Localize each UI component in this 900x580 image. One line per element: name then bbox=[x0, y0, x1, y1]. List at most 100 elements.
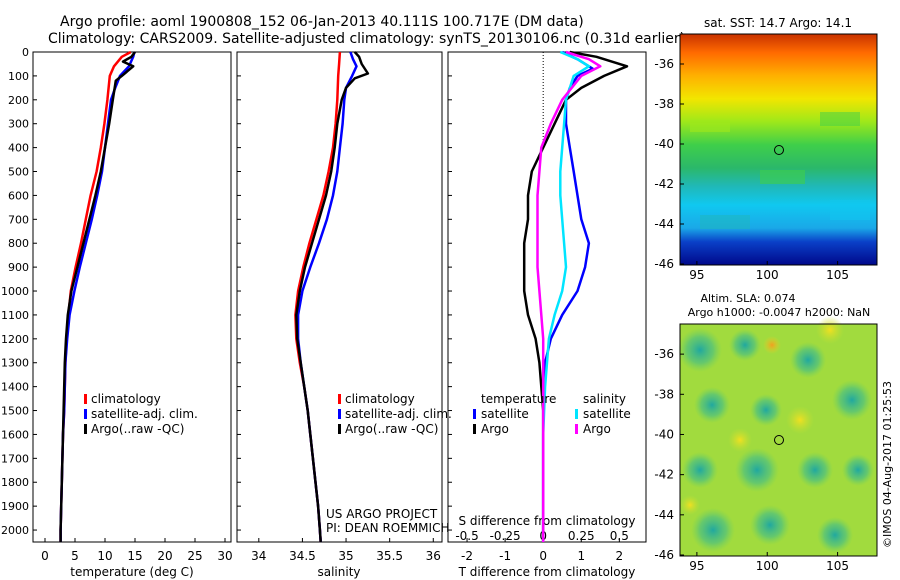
s-diff-tick-label: 0.5 bbox=[610, 529, 629, 543]
x-tick-label: 1 bbox=[577, 549, 585, 563]
depth-tick-label: 100 bbox=[8, 70, 29, 83]
map-x-tick-label: 105 bbox=[826, 559, 849, 573]
depth-tick-label: 0 bbox=[22, 46, 29, 59]
x-tick-label: 25 bbox=[187, 549, 202, 563]
sla-blob bbox=[786, 406, 814, 434]
series-line-temperature-argo bbox=[522, 50, 629, 542]
depth-tick-label: 1900 bbox=[1, 500, 29, 513]
imos-stamp: ©IMOS 04-Aug-2017 01:25:53 bbox=[881, 381, 894, 548]
sla-map-title-line2: Argo h1000: -0.0047 h2000: NaN bbox=[688, 306, 871, 319]
legend-label-sal-satellite: satellite bbox=[583, 407, 631, 421]
s-difference-top-axis: -0.5 -0.25 0 0.25 0.5 bbox=[455, 529, 629, 543]
sla-blob bbox=[728, 428, 752, 452]
map-y-tick-label: -42 bbox=[654, 468, 674, 482]
sla-blob bbox=[680, 495, 700, 515]
legend-label-satellite: satellite-adj. clim. bbox=[91, 407, 198, 421]
depth-tick-label: 900 bbox=[8, 261, 29, 274]
x-tick-label: 35.5 bbox=[376, 549, 403, 563]
sst-patch bbox=[690, 120, 730, 132]
sla-blob bbox=[750, 505, 790, 545]
legend-label-temp-argo: Argo bbox=[481, 422, 509, 436]
x-tick-label: -2 bbox=[461, 549, 473, 563]
map-x-tick-label: 100 bbox=[756, 559, 779, 573]
x-tick-label: 5 bbox=[71, 549, 79, 563]
sst-patch bbox=[830, 200, 870, 220]
x-tick-label: 34 bbox=[251, 549, 266, 563]
depth-tick-label: 1000 bbox=[1, 285, 29, 298]
x-tick-label: -1 bbox=[499, 549, 511, 563]
sst-map-field bbox=[680, 34, 877, 265]
map-y-tick-label: -38 bbox=[654, 387, 674, 401]
salinity-x-axis: 34 34.5 35 35.5 36 bbox=[251, 538, 441, 563]
difference-legend: temperature satellite Argo salinity sate… bbox=[473, 392, 631, 436]
t-difference-x-label: T difference from climatology bbox=[458, 565, 636, 579]
legend-label-climatology: climatology bbox=[345, 392, 415, 406]
salinity-panel-frame bbox=[236, 51, 443, 543]
sst-patch bbox=[700, 215, 750, 229]
map-y-tick-label: -38 bbox=[654, 97, 674, 111]
depth-tick-label: 2000 bbox=[1, 524, 29, 537]
depth-tick-label: 1600 bbox=[1, 428, 29, 441]
legend-swatch-temp-satellite bbox=[473, 409, 476, 419]
sla-map bbox=[678, 316, 878, 557]
x-tick-label: 0 bbox=[539, 549, 547, 563]
depth-tick-label: 1500 bbox=[1, 405, 29, 418]
sla-blob bbox=[790, 342, 826, 378]
map-x-tick-label: 100 bbox=[756, 268, 779, 282]
depth-tick-label: 500 bbox=[8, 166, 29, 179]
sla-map-title-line1: Altim. SLA: 0.074 bbox=[700, 292, 795, 305]
map-y-tick-label: -46 bbox=[654, 257, 674, 271]
series-line-satellite-adj-clim bbox=[296, 51, 358, 543]
sla-blob bbox=[797, 452, 833, 488]
map-y-tick-label: -36 bbox=[654, 347, 674, 361]
map-y-tick-label: -44 bbox=[654, 508, 674, 522]
sst-map-title: sat. SST: 14.7 Argo: 14.1 bbox=[704, 16, 852, 30]
salinity-series bbox=[294, 51, 370, 543]
depth-tick-label: 1100 bbox=[1, 309, 29, 322]
sla-blob bbox=[691, 508, 735, 552]
legend-swatch-climatology bbox=[338, 394, 341, 404]
sst-map-axes: 95 100 105 -36 -38 -40 -42 -44 -46 bbox=[654, 57, 849, 282]
sla-blob bbox=[682, 452, 718, 488]
map-x-tick-label: 95 bbox=[689, 559, 704, 573]
s-diff-tick-label: 0.25 bbox=[568, 529, 595, 543]
argo-position-marker bbox=[774, 435, 784, 445]
sla-blob bbox=[832, 380, 872, 420]
sla-anomaly-blobs bbox=[678, 316, 874, 553]
salinity-x-label: salinity bbox=[317, 565, 360, 579]
sla-blob bbox=[735, 448, 779, 492]
temperature-series bbox=[59, 50, 136, 542]
map-y-tick-label: -46 bbox=[654, 548, 674, 562]
legend-swatch-satellite bbox=[338, 409, 341, 419]
map-x-tick-label: 95 bbox=[689, 268, 704, 282]
sst-map-frame bbox=[679, 33, 878, 266]
salinity-legend: climatology satellite-adj. clim. Argo(..… bbox=[338, 392, 452, 436]
map-y-tick-label: -44 bbox=[654, 217, 674, 231]
series-line-salinity-satellite bbox=[541, 50, 591, 542]
sla-blob bbox=[763, 336, 781, 354]
x-tick-label: 35 bbox=[338, 549, 353, 563]
project-annotation-line2: PI: DEAN ROEMMICH bbox=[326, 521, 449, 535]
temperature-legend: climatology satellite-adj. clim. Argo(..… bbox=[84, 392, 198, 436]
x-tick-label: 36 bbox=[426, 549, 441, 563]
sst-patch bbox=[760, 170, 805, 184]
sst-patch bbox=[820, 112, 860, 126]
legend-swatch-argo bbox=[338, 424, 341, 434]
project-annotation-line1: US ARGO PROJECT bbox=[326, 507, 438, 521]
s-diff-tick-label: -0.5 bbox=[455, 529, 478, 543]
x-tick-label: 15 bbox=[127, 549, 142, 563]
series-line-argo-raw-qc bbox=[295, 51, 370, 543]
s-diff-tick-label: -0.25 bbox=[490, 529, 521, 543]
sla-blob bbox=[750, 394, 782, 426]
map-y-tick-label: -42 bbox=[654, 177, 674, 191]
legend-swatch-climatology bbox=[84, 394, 87, 404]
figure-title-line2: Climatology: CARS2009. Satellite-adjuste… bbox=[48, 31, 685, 47]
depth-tick-label: 400 bbox=[8, 142, 29, 155]
series-line-salinity-argo bbox=[536, 50, 602, 542]
x-tick-label: 0 bbox=[41, 549, 49, 563]
legend-swatch-temp-argo bbox=[473, 424, 476, 434]
legend-label-sal-argo: Argo bbox=[583, 422, 611, 436]
depth-tick-label: 600 bbox=[8, 189, 29, 202]
sst-map bbox=[679, 33, 878, 266]
